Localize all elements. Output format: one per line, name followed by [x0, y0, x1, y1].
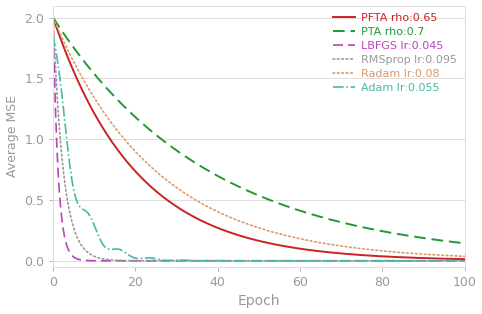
PTA rho:0.7: [92, 73, 98, 77]
PTA rho:0.7: [462, 241, 468, 245]
X-axis label: Epoch: Epoch: [238, 295, 280, 308]
Y-axis label: Average MSE: Average MSE: [6, 95, 18, 177]
Radam lr:0.08: [92, 97, 98, 101]
PFTA rho:0.65: [333, 251, 338, 255]
PFTA rho:0.65: [92, 113, 98, 117]
PTA rho:0.7: [216, 175, 222, 179]
Radam lr:0.08: [378, 249, 384, 253]
Adam lr:0.055: [462, 259, 468, 263]
Adam lr:0.055: [92, 225, 98, 229]
Adam lr:0.055: [379, 259, 385, 263]
LBFGS lr:0.045: [333, 259, 338, 263]
LBFGS lr:0.045: [371, 259, 377, 263]
Adam lr:0.055: [50, 34, 56, 38]
PFTA rho:0.65: [378, 254, 384, 258]
RMSprop lr:0.095: [231, 259, 237, 263]
LBFGS lr:0.045: [378, 259, 384, 263]
LBFGS lr:0.045: [231, 259, 237, 263]
LBFGS lr:0.045: [50, 16, 56, 19]
RMSprop lr:0.095: [92, 255, 98, 258]
Radam lr:0.08: [50, 16, 56, 19]
PTA rho:0.7: [231, 183, 237, 187]
Radam lr:0.08: [216, 211, 222, 214]
RMSprop lr:0.095: [378, 259, 384, 263]
Adam lr:0.055: [222, 259, 228, 263]
Line: PFTA rho:0.65: PFTA rho:0.65: [53, 18, 465, 259]
PFTA rho:0.65: [371, 254, 377, 258]
PTA rho:0.7: [371, 228, 377, 231]
LBFGS lr:0.045: [92, 259, 98, 263]
Radam lr:0.08: [462, 254, 468, 258]
PFTA rho:0.65: [462, 257, 468, 261]
PTA rho:0.7: [378, 229, 384, 233]
Line: PTA rho:0.7: PTA rho:0.7: [53, 18, 465, 243]
Adam lr:0.055: [333, 259, 339, 263]
PTA rho:0.7: [333, 219, 338, 223]
PTA rho:0.7: [50, 16, 56, 19]
Radam lr:0.08: [371, 248, 377, 252]
Line: Radam lr:0.08: Radam lr:0.08: [53, 18, 465, 256]
Legend: PFTA rho:0.65, PTA rho:0.7, LBFGS lr:0.045, RMSprop lr:0.095, Radam lr:0.08, Ada: PFTA rho:0.65, PTA rho:0.7, LBFGS lr:0.0…: [329, 9, 461, 97]
Adam lr:0.055: [372, 259, 377, 263]
LBFGS lr:0.045: [216, 259, 222, 263]
PFTA rho:0.65: [50, 16, 56, 19]
Adam lr:0.055: [216, 259, 222, 263]
Line: LBFGS lr:0.045: LBFGS lr:0.045: [53, 18, 465, 261]
PFTA rho:0.65: [216, 227, 222, 230]
RMSprop lr:0.095: [333, 259, 338, 263]
Line: Adam lr:0.055: Adam lr:0.055: [53, 36, 465, 261]
Line: RMSprop lr:0.095: RMSprop lr:0.095: [53, 18, 465, 261]
Radam lr:0.08: [231, 217, 237, 221]
LBFGS lr:0.045: [462, 259, 468, 263]
PFTA rho:0.65: [231, 232, 237, 236]
Radam lr:0.08: [333, 243, 338, 247]
RMSprop lr:0.095: [50, 16, 56, 19]
RMSprop lr:0.095: [216, 259, 222, 263]
RMSprop lr:0.095: [462, 259, 468, 263]
Adam lr:0.055: [232, 259, 238, 263]
RMSprop lr:0.095: [371, 259, 377, 263]
